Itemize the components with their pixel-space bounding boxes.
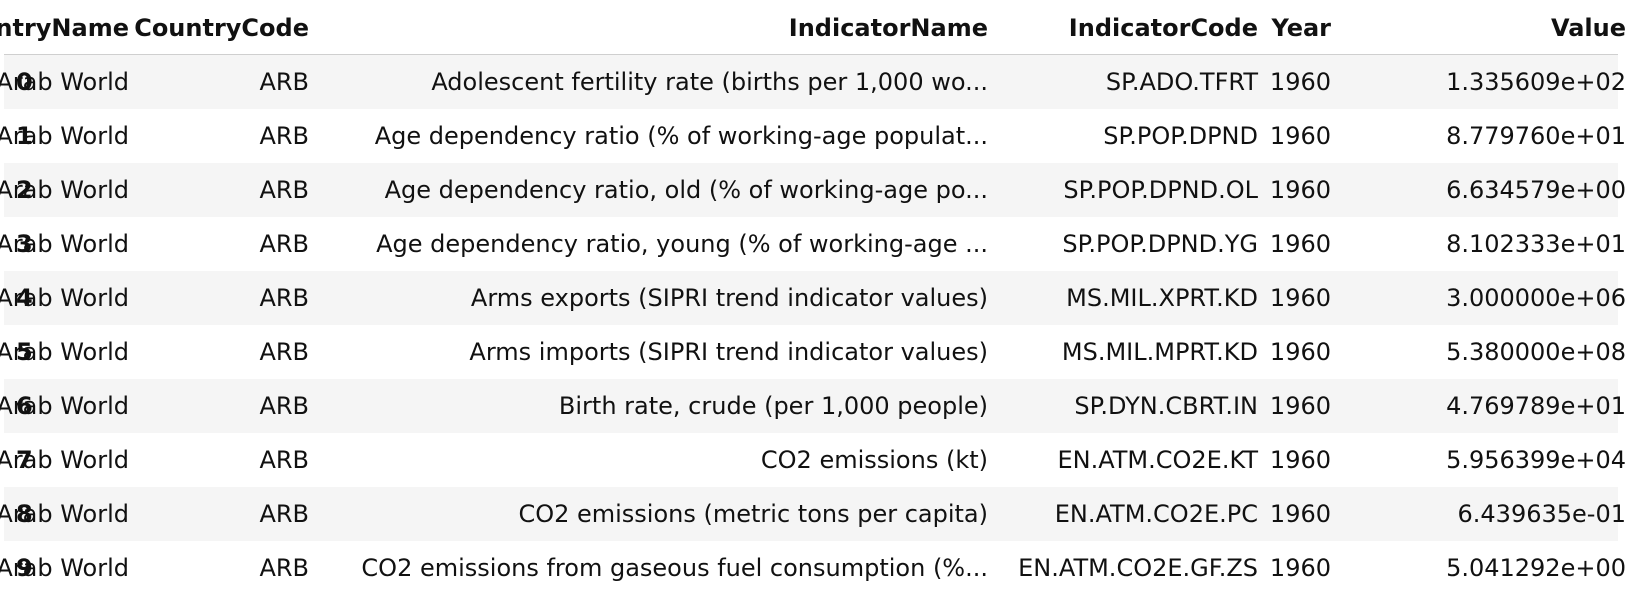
cell-countrycode: ARB [259, 392, 309, 420]
row-index: 4 [16, 284, 33, 312]
cell-indicatorname: Age dependency ratio (% of working-age p… [374, 122, 988, 150]
cell-value: 3.000000e+06 [1446, 284, 1626, 312]
cell-indicatorcode: MS.MIL.MPRT.KD [1061, 338, 1258, 366]
cell-indicatorname: Arms exports (SIPRI trend indicator valu… [470, 284, 988, 312]
cell-year: 1960 [1269, 230, 1331, 258]
table-row: 8 Arab World ARB CO2 emissions (metric tons… [0, 487, 1626, 541]
cell-indicatorname: Arms imports (SIPRI trend indicator valu… [469, 338, 988, 366]
column-header-countryname: CountryName [0, 14, 129, 42]
table-row: 3 Arab World ARB Age dependency ratio, youn… [0, 217, 1626, 271]
cell-year: 1960 [1269, 284, 1331, 312]
column-header-countrycode: CountryCode [134, 14, 309, 42]
cell-indicatorcode: EN.ATM.CO2E.PC [1054, 500, 1258, 528]
cell-countrycode: ARB [259, 554, 309, 582]
cell-year: 1960 [1269, 446, 1331, 474]
cell-countryname: Arab World [0, 176, 129, 204]
row-index: 5 [16, 338, 33, 366]
cell-year: 1960 [1269, 392, 1331, 420]
cell-countrycode: ARB [259, 68, 309, 96]
table-row: 0 Arab World ARB Adolescent fertility rate … [0, 55, 1626, 109]
cell-year: 1960 [1269, 68, 1331, 96]
cell-value: 1.335609e+02 [1446, 68, 1626, 96]
cell-year: 1960 [1269, 338, 1331, 366]
cell-countrycode: ARB [259, 446, 309, 474]
cell-indicatorname: Birth rate, crude (per 1,000 people) [558, 392, 988, 420]
cell-year: 1960 [1269, 122, 1331, 150]
cell-countryname: Arab World [0, 230, 129, 258]
cell-value: 8.779760e+01 [1446, 122, 1626, 150]
cell-value: 5.041292e+00 [1446, 554, 1626, 582]
cell-countrycode: ARB [259, 230, 309, 258]
cell-countryname: Arab World [0, 338, 129, 366]
cell-year: 1960 [1269, 554, 1331, 582]
cell-countrycode: ARB [259, 176, 309, 204]
cell-indicatorcode: SP.POP.DPND.YG [1062, 230, 1258, 258]
cell-countrycode: ARB [259, 338, 309, 366]
cell-indicatorname: Adolescent fertility rate (births per 1,… [431, 68, 988, 96]
cell-indicatorname: Age dependency ratio, old (% of working-… [384, 176, 988, 204]
cell-countrycode: ARB [259, 122, 309, 150]
table-row: 6 Arab World ARB Birth rate, crude (per 1,0… [0, 379, 1626, 433]
cell-indicatorcode: EN.ATM.CO2E.KT [1057, 446, 1258, 474]
cell-value: 5.380000e+08 [1446, 338, 1626, 366]
cell-value: 8.102333e+01 [1446, 230, 1626, 258]
table-row: 9 Arab World ARB CO2 emissions from gaseous… [0, 541, 1626, 595]
table-header: CountryName CountryCode IndicatorName In… [0, 0, 1626, 55]
cell-indicatorname: CO2 emissions (metric tons per capita) [518, 500, 988, 528]
cell-value: 6.634579e+00 [1446, 176, 1626, 204]
table-row: 4 Arab World ARB Arms exports (SIPRI trend … [0, 271, 1626, 325]
cell-value: 4.769789e+01 [1446, 392, 1626, 420]
cell-countryname: Arab World [0, 446, 129, 474]
table-row: 1 Arab World ARB Age dependency ratio (% of… [0, 109, 1626, 163]
row-index: 7 [16, 446, 33, 474]
cell-countryname: Arab World [0, 284, 129, 312]
column-header-indicatorcode: IndicatorCode [1068, 14, 1258, 42]
cell-indicatorcode: SP.POP.DPND [1103, 122, 1258, 150]
cell-indicatorname: Age dependency ratio, young (% of workin… [376, 230, 988, 258]
cell-indicatorcode: SP.ADO.TFRT [1105, 68, 1258, 96]
row-index: 9 [16, 554, 33, 582]
cell-indicatorcode: SP.POP.DPND.OL [1063, 176, 1258, 204]
column-header-value: Value [1550, 14, 1626, 42]
cell-countryname: Arab World [0, 392, 129, 420]
cell-indicatorcode: EN.ATM.CO2E.GF.ZS [1018, 554, 1258, 582]
cell-countryname: Arab World [0, 122, 129, 150]
row-index: 3 [16, 230, 33, 258]
cell-countryname: Arab World [0, 68, 129, 96]
cell-value: 5.956399e+04 [1446, 446, 1626, 474]
row-index: 0 [16, 68, 33, 96]
row-index: 2 [16, 176, 33, 204]
cell-value: 6.439635e-01 [1457, 500, 1626, 528]
row-index: 1 [16, 122, 33, 150]
cell-indicatorname: CO2 emissions (kt) [760, 446, 988, 474]
table-body: 0 Arab World ARB Adolescent fertility rate … [0, 55, 1626, 595]
cell-indicatorcode: MS.MIL.XPRT.KD [1066, 284, 1258, 312]
cell-year: 1960 [1269, 176, 1331, 204]
cell-countrycode: ARB [259, 284, 309, 312]
row-index: 6 [16, 392, 33, 420]
cell-year: 1960 [1269, 500, 1331, 528]
cell-indicatorname: CO2 emissions from gaseous fuel consumpt… [361, 554, 988, 582]
table-row: 2 Arab World ARB Age dependency ratio, old … [0, 163, 1626, 217]
cell-countryname: Arab World [0, 554, 129, 582]
cell-countrycode: ARB [259, 500, 309, 528]
column-header-year: Year [1271, 14, 1331, 42]
cell-indicatorcode: SP.DYN.CBRT.IN [1074, 392, 1258, 420]
row-index: 8 [16, 500, 33, 528]
column-header-indicatorname: IndicatorName [788, 14, 988, 42]
table-row: 7 Arab World ARB CO2 emissions (kt) EN.ATM.C… [0, 433, 1626, 487]
cell-countryname: Arab World [0, 500, 129, 528]
table-row: 5 Arab World ARB Arms imports (SIPRI trend … [0, 325, 1626, 379]
